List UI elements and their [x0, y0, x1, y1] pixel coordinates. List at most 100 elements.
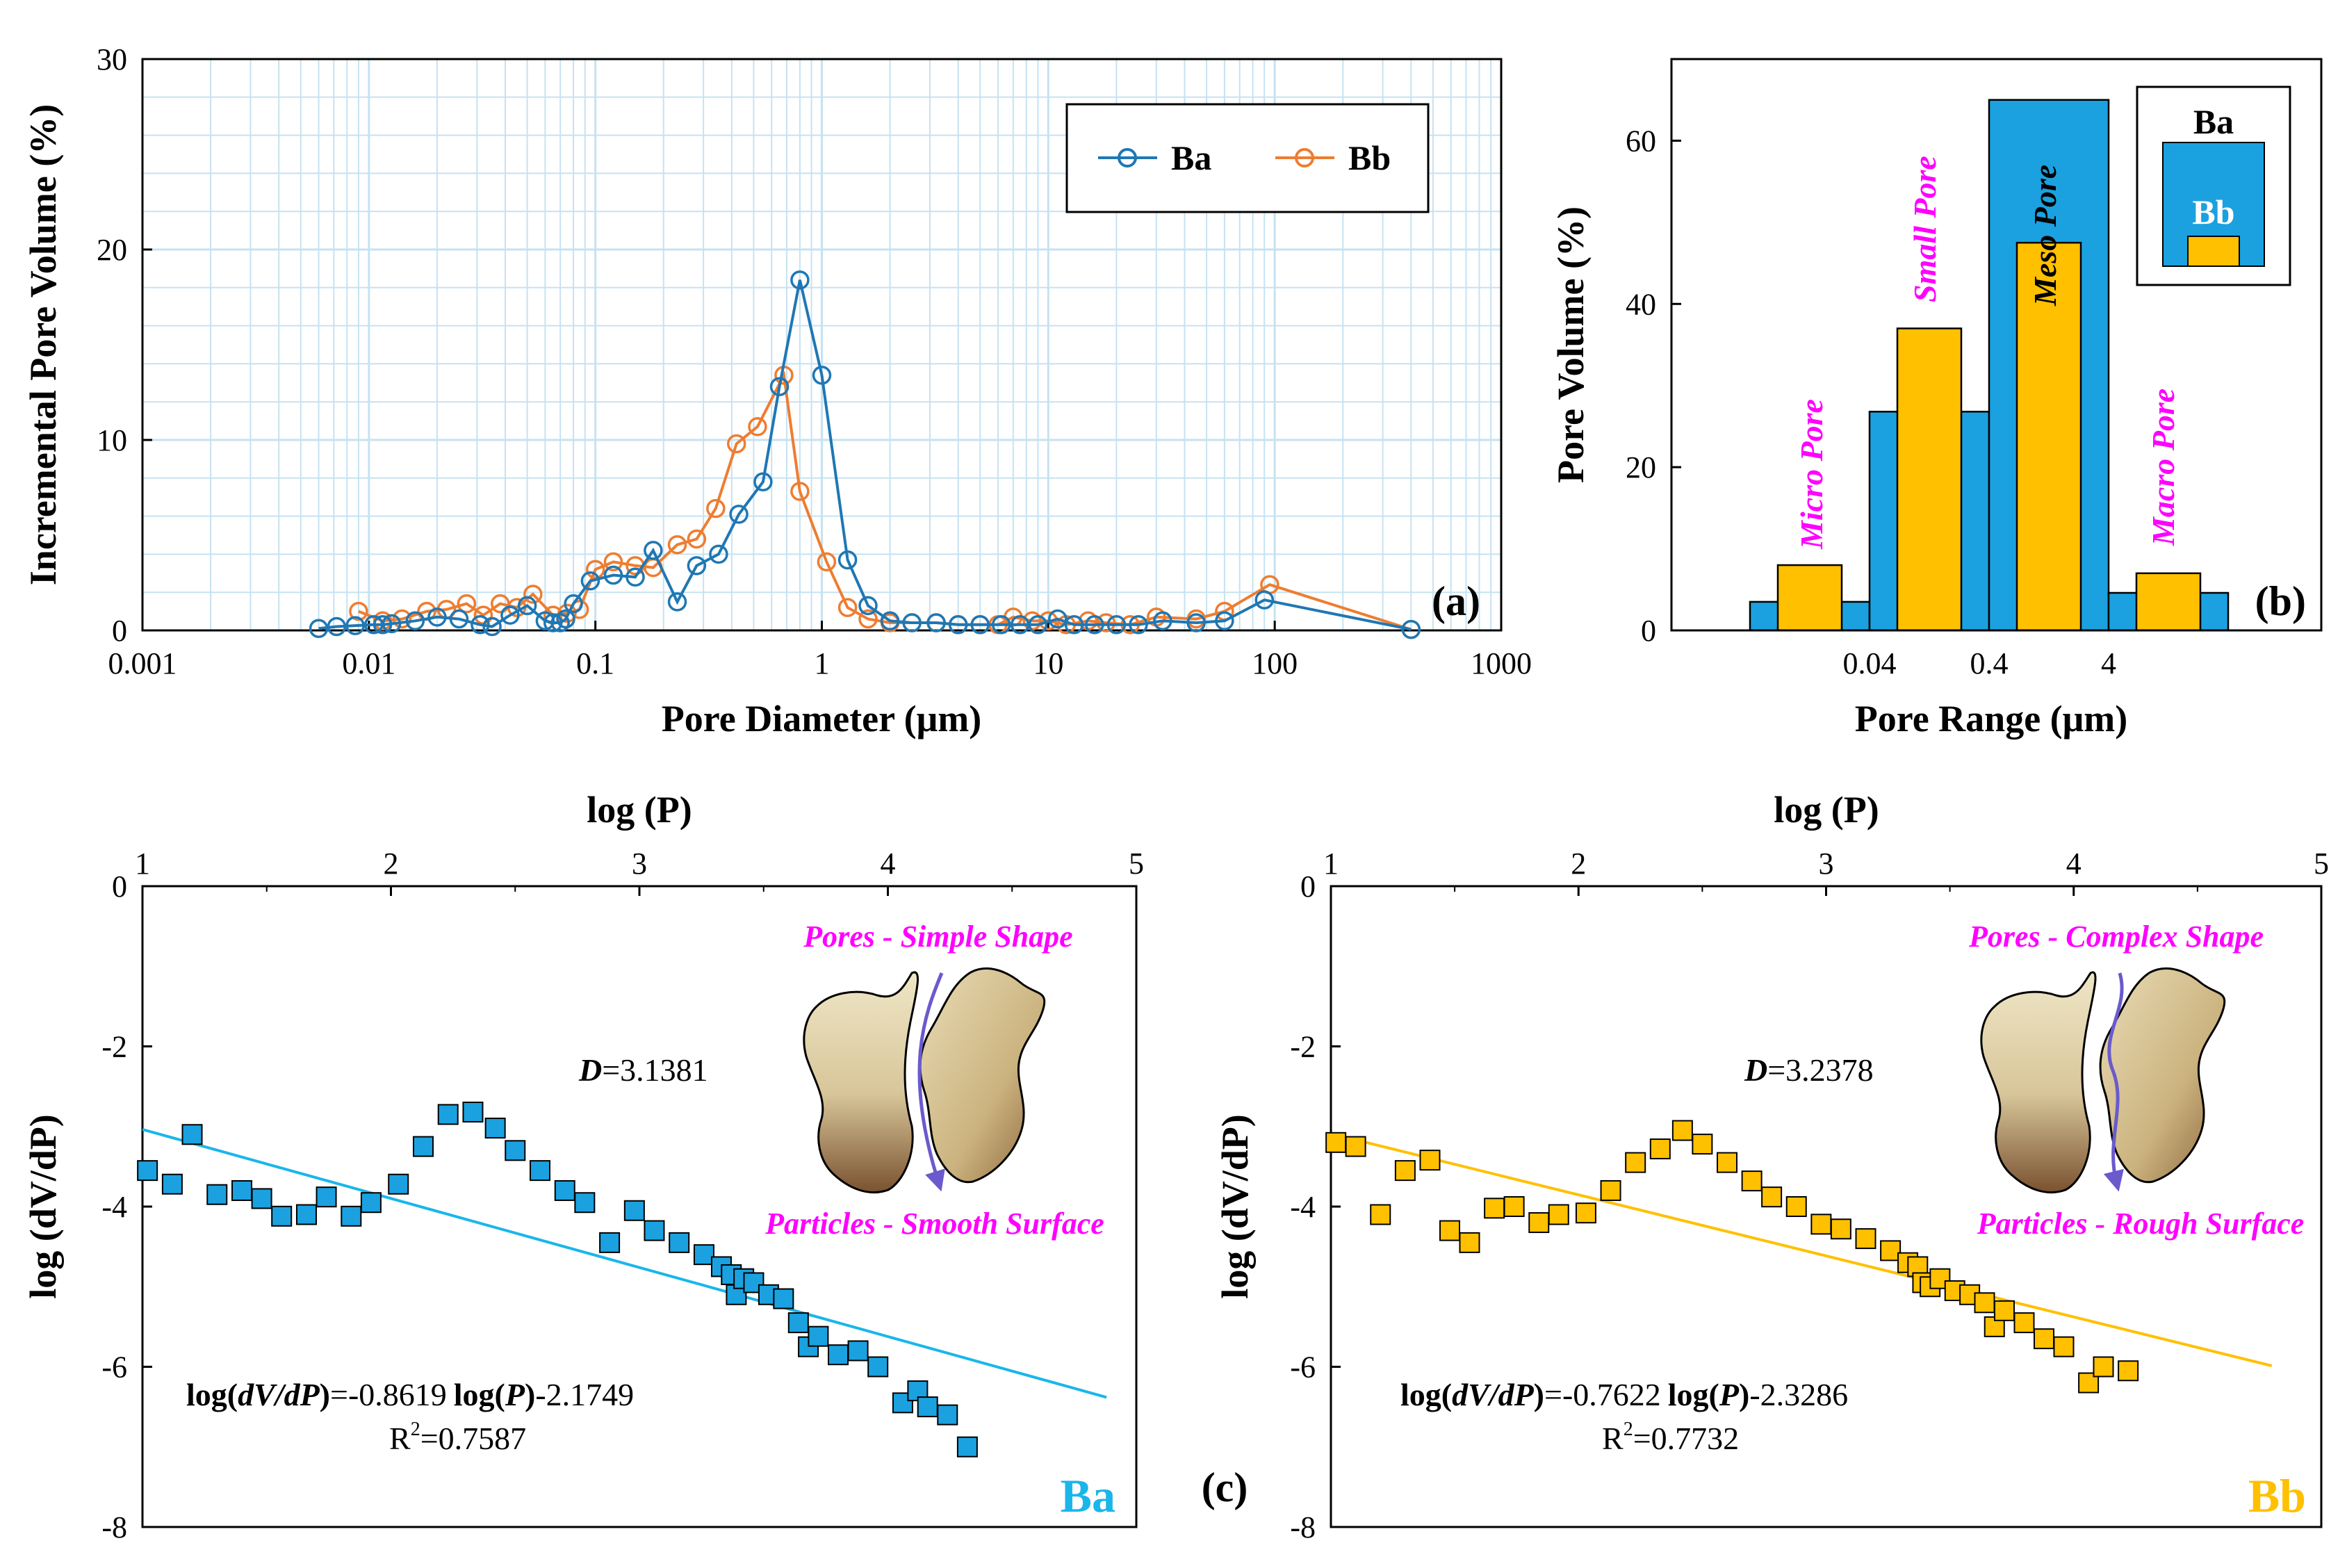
data-point-bb	[817, 552, 837, 572]
data-point	[530, 1160, 550, 1182]
data-point-bb	[706, 498, 726, 518]
data-point	[917, 1396, 938, 1418]
bar-bb	[1896, 327, 1963, 632]
y-tick-label: 30	[97, 42, 127, 76]
data-point-ba	[1401, 619, 1421, 639]
series-label-bb: Bb	[2248, 1469, 2306, 1522]
x-tick-label: 0.001	[108, 646, 177, 680]
pore-label-macro: Macro Pore	[2145, 389, 2181, 546]
x-tick-label: 4	[2101, 646, 2116, 680]
data-point	[1649, 1138, 1671, 1160]
legend-label-ba: Ba	[2193, 102, 2234, 141]
x-axis-title: Pore Range (μm)	[1855, 698, 2128, 740]
data-point	[773, 1288, 794, 1309]
data-point	[554, 1179, 575, 1201]
y-tick-label: -4	[101, 1190, 127, 1224]
data-point-bb	[585, 560, 605, 580]
data-point	[2053, 1336, 2075, 1357]
bar-bb	[2015, 241, 2082, 632]
data-point	[1370, 1204, 1391, 1225]
data-point-ba	[970, 615, 990, 635]
data-point-ba	[500, 605, 520, 625]
y-tick-label: 0	[112, 869, 127, 904]
x-tick-label: 1	[1323, 847, 1339, 881]
data-point-ba	[687, 556, 707, 575]
data-point	[231, 1179, 252, 1201]
particle-right	[919, 967, 1046, 1184]
plot-frame	[1670, 58, 2323, 632]
flow-arrow	[2103, 972, 2124, 1192]
data-point	[1548, 1204, 1569, 1225]
axis-ticks: 0 20 40 60 0.04 0.4 4	[1626, 124, 2116, 680]
data-point	[2093, 1356, 2114, 1378]
series-label-ba: Ba	[1061, 1469, 1115, 1522]
data-point-ba	[556, 609, 575, 629]
particle-illustration	[803, 967, 1046, 1193]
y-tick-label: 10	[97, 423, 127, 457]
data-point	[1345, 1136, 1366, 1157]
data-point-bb	[858, 609, 878, 629]
data-point-ba	[926, 613, 946, 632]
data-point	[2034, 1328, 2054, 1350]
particle-left	[803, 971, 919, 1193]
y-tick-label: -6	[101, 1350, 127, 1385]
top-x-axis-title: log (P)	[587, 789, 692, 831]
data-point-ba	[471, 615, 490, 635]
data-point-ba	[902, 613, 922, 632]
data-point	[669, 1232, 690, 1253]
data-point-ba	[1153, 611, 1172, 631]
data-point-ba	[382, 614, 402, 634]
data-point	[2118, 1360, 2139, 1382]
data-point	[693, 1244, 714, 1266]
data-point	[295, 1204, 317, 1225]
data-point	[1692, 1134, 1713, 1155]
y-tick-label: 20	[97, 233, 127, 267]
data-point-bb	[687, 529, 707, 549]
panel-c-ba-scatter: 1 2 3 4 5 0 -2 -4 -6 -8 log (P) log (dV/dP) Ba Po…	[22, 789, 1144, 1544]
data-point-ba	[1048, 609, 1068, 629]
data-point	[644, 1220, 665, 1241]
x-tick-label: 1000	[1471, 646, 1532, 680]
data-point	[1484, 1198, 1505, 1219]
y-tick-label: 0	[112, 614, 127, 648]
data-point	[574, 1192, 596, 1214]
data-point	[956, 1436, 978, 1457]
axis-ticks: 1 2 3 4 5 0 -2 -4 -6 -8	[1290, 847, 2329, 1544]
legend-swatch-bb	[2187, 236, 2240, 267]
fit-equation: log(dV/dP)=-0.8619 log(P)-2.1749	[186, 1377, 634, 1412]
data-point	[1994, 1300, 2015, 1321]
y-tick-label: 20	[1626, 450, 1656, 484]
panel-label: (b)	[2255, 578, 2306, 624]
bar-bb	[1776, 564, 1843, 632]
r-squared: R2=0.7732	[1602, 1419, 1739, 1456]
data-point-ba	[1254, 590, 1275, 610]
flow-arrow	[917, 972, 945, 1192]
panel-label-c: (c)	[1202, 1464, 1248, 1510]
data-point-ba	[1010, 615, 1030, 635]
axis-ticks: 1 2 3 4 5 0 -2 -4 -6 -8	[101, 847, 1144, 1544]
data-point	[2013, 1312, 2035, 1334]
data-point-ba	[1064, 615, 1084, 635]
data-point-ba	[1106, 615, 1127, 635]
data-point-ba	[543, 613, 563, 632]
data-point-ba	[327, 616, 347, 637]
data-point	[1944, 1280, 1965, 1302]
data-point	[1929, 1268, 1951, 1289]
y-axis-title: log (dV/dP)	[22, 1114, 64, 1299]
caption-top: Pores - Simple Shape	[803, 920, 1072, 954]
particle-left	[1980, 971, 2097, 1193]
data-point-ba	[753, 472, 773, 492]
data-point	[271, 1205, 293, 1227]
data-point-ba	[449, 609, 469, 629]
data-point	[1761, 1186, 1783, 1208]
legend-marker-ba	[1118, 148, 1137, 168]
x-tick-label: 10	[1033, 646, 1063, 680]
data-point-ba	[880, 611, 900, 631]
data-point-bb	[790, 482, 810, 501]
caption-bottom: Particles - Rough Surface	[1977, 1207, 2305, 1241]
data-point	[1600, 1179, 1621, 1201]
data-point	[937, 1404, 958, 1426]
data-point-bb	[603, 552, 623, 572]
x-tick-label: 2	[1571, 847, 1586, 881]
